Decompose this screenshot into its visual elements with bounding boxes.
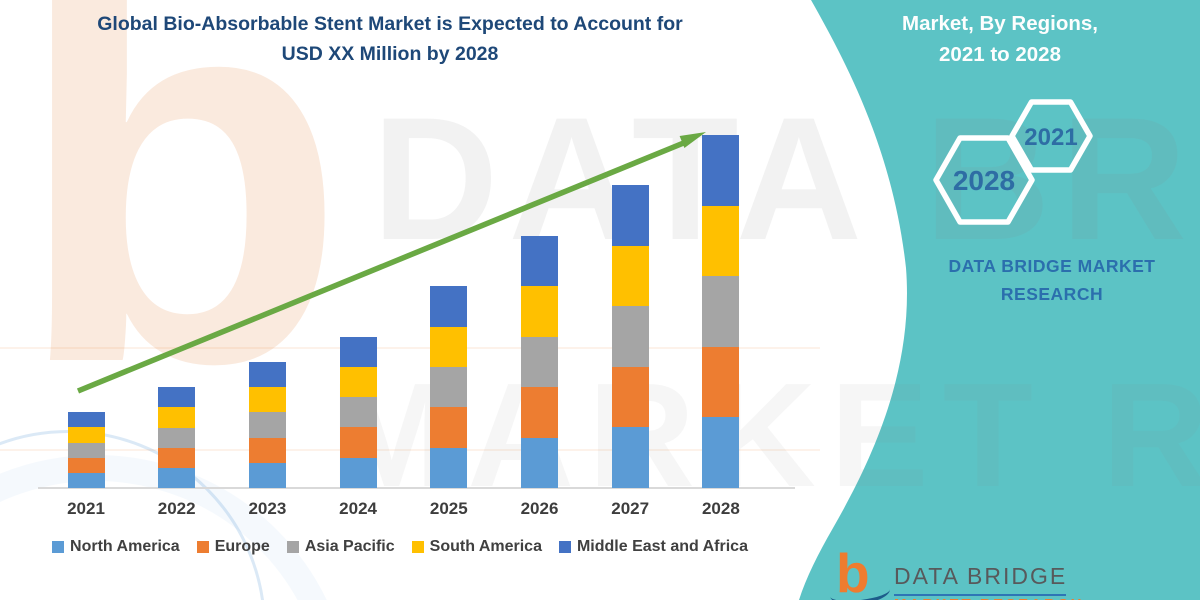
segment-south-america-2027 (611, 245, 649, 307)
x-axis-label-2023: 2023 (248, 499, 287, 518)
segment-asia-pacific-2022 (158, 427, 196, 448)
legend-label: Asia Pacific (304, 538, 395, 555)
segment-middle-east-and-africa-2026 (521, 235, 558, 287)
chart-title: Global Bio-Absorbable Stent Market is Ex… (52, 9, 728, 69)
legend-swatch-icon (196, 541, 209, 553)
bar-2028 (702, 135, 740, 488)
legend-item-europe: Europe (196, 538, 270, 556)
x-axis-label-2025: 2025 (429, 499, 468, 518)
company-name: DATA BRIDGE MARKET RESEARCH (898, 252, 1200, 309)
decorative-stripe (0, 449, 820, 451)
x-axis-label-2021: 2021 (67, 499, 105, 518)
legend-swatch-icon (411, 541, 424, 553)
segment-north-america-2021 (67, 472, 105, 488)
legend-item-south-america: South America (411, 538, 542, 556)
segment-asia-pacific-2024 (339, 397, 377, 428)
legend-label: North America (70, 538, 180, 555)
segment-north-america-2025 (430, 447, 468, 488)
x-axis-label-2028: 2028 (701, 499, 740, 518)
segment-south-america-2023 (248, 387, 286, 413)
segment-asia-pacific-2021 (67, 442, 105, 458)
segment-south-america-2028 (702, 205, 740, 277)
segment-europe-2024 (339, 427, 377, 458)
bar-2027 (611, 185, 649, 488)
bar-2023 (248, 361, 286, 488)
segment-middle-east-and-africa-2028 (702, 135, 740, 206)
legend-swatch-icon (286, 541, 299, 553)
segment-north-america-2023 (248, 462, 286, 488)
x-axis-label-2024: 2024 (339, 499, 377, 518)
company-name-line1: DATA BRIDGE MARKET (948, 256, 1156, 276)
segment-south-america-2021 (67, 427, 105, 443)
segment-asia-pacific-2027 (611, 306, 649, 367)
bar-2026 (521, 235, 558, 488)
stacked-bar-chart: 2021 2022 2023 2024 2025 2026 2027 2028 (67, 135, 740, 518)
bar-2022 (158, 387, 196, 488)
segment-north-america-2024 (339, 457, 377, 488)
legend-label: South America (429, 538, 542, 555)
side-panel-heading-line2: 2021 to 2028 (939, 42, 1061, 66)
legend-label: Middle East and Africa (576, 538, 748, 555)
footer-logo-divider (894, 594, 1066, 596)
legend-item-asia-pacific: Asia Pacific (286, 538, 395, 556)
segment-europe-2021 (67, 457, 105, 473)
segment-europe-2027 (611, 366, 649, 428)
footer-logo-brand: DATA BRIDGE (894, 563, 1068, 589)
segment-asia-pacific-2023 (248, 412, 286, 438)
segment-south-america-2022 (158, 407, 196, 428)
side-panel-heading-line1: Market, By Regions, (902, 12, 1098, 35)
legend-label: Europe (214, 538, 270, 555)
segment-middle-east-and-africa-2023 (248, 361, 286, 388)
segment-north-america-2022 (158, 467, 196, 488)
bar-2024 (339, 336, 377, 488)
segment-middle-east-and-africa-2022 (158, 387, 196, 408)
segment-asia-pacific-2028 (702, 276, 740, 347)
segment-middle-east-and-africa-2027 (611, 185, 649, 246)
segment-asia-pacific-2026 (521, 336, 558, 388)
legend-swatch-icon (558, 541, 571, 553)
company-name-line2: RESEARCH (1000, 284, 1104, 305)
segment-north-america-2027 (611, 427, 649, 488)
legend-swatch-icon (52, 541, 65, 553)
legend-item-middle-east-and-africa: Middle East and Africa (558, 538, 748, 556)
segment-north-america-2028 (702, 417, 740, 488)
chart-title-line1: Global Bio-Absorbable Stent Market is Ex… (97, 13, 683, 35)
side-panel-heading: Market, By Regions, 2021 to 2028 (858, 9, 1142, 71)
segment-europe-2023 (248, 437, 286, 463)
segment-asia-pacific-2025 (430, 367, 468, 408)
segment-europe-2028 (702, 346, 740, 418)
bar-2025 (430, 286, 468, 488)
legend-item-north-america: North America (52, 538, 180, 556)
segment-south-america-2024 (339, 366, 377, 398)
segment-middle-east-and-africa-2021 (67, 412, 105, 428)
segment-europe-2022 (158, 447, 196, 468)
x-axis-label-2027: 2027 (611, 499, 650, 518)
chart-title-line2: USD XX Million by 2028 (281, 43, 499, 66)
segment-europe-2025 (430, 407, 468, 448)
segment-north-america-2026 (521, 437, 558, 488)
segment-south-america-2025 (430, 326, 468, 367)
bar-2021 (67, 412, 105, 488)
x-axis-label-2026: 2026 (520, 499, 559, 518)
segment-middle-east-and-africa-2024 (339, 336, 377, 367)
segment-south-america-2026 (521, 286, 558, 337)
segment-middle-east-and-africa-2025 (430, 286, 468, 327)
x-axis-label-2022: 2022 (157, 499, 196, 518)
segment-europe-2026 (521, 387, 558, 438)
x-axis-line (38, 487, 795, 489)
chart-legend: North America Europe Asia Pacific South Ame… (28, 538, 772, 556)
